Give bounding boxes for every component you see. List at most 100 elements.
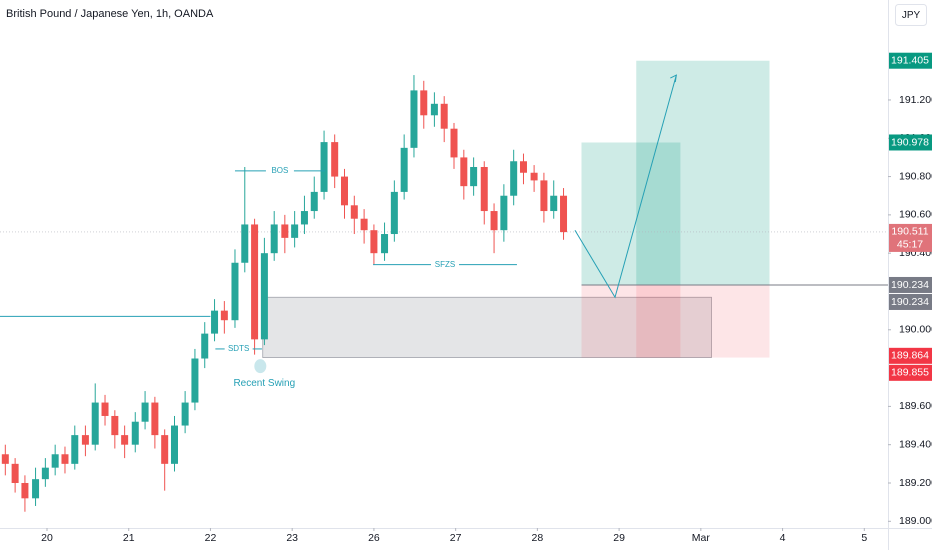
y-tick-label: 189.400 — [899, 438, 932, 450]
candle-body — [320, 142, 328, 192]
candle-body — [340, 176, 348, 206]
stop-zone — [581, 284, 681, 358]
price-label: 190.234 — [891, 279, 929, 291]
candle-body — [161, 435, 169, 464]
candle-body — [519, 161, 527, 173]
currency-box[interactable] — [895, 4, 927, 26]
candle-body — [111, 415, 119, 436]
swing-label: Recent Swing — [233, 378, 295, 389]
y-tick-label: 190.000 — [899, 324, 932, 336]
candle-body — [400, 147, 408, 192]
candle-body — [11, 463, 19, 483]
projection-arrowhead — [670, 74, 677, 83]
annotation-label: SFZS — [435, 260, 455, 269]
candle-body — [500, 195, 508, 231]
candle-body — [51, 454, 59, 468]
price-label: 191.405 — [891, 54, 929, 66]
price-label: 190.511 — [891, 226, 928, 238]
candle-body — [91, 402, 99, 445]
candle-body — [1, 454, 9, 464]
price-label-box — [889, 134, 932, 151]
candle-body — [231, 262, 239, 321]
x-tick-label: 26 — [368, 532, 380, 544]
candle-body — [410, 90, 418, 148]
candle-body — [251, 224, 259, 340]
x-tick-label: 5 — [861, 532, 867, 544]
candle-body — [390, 191, 398, 235]
swing-marker — [254, 359, 267, 374]
candle-body — [381, 234, 389, 254]
candle-body — [141, 402, 149, 422]
profit-zone — [636, 60, 770, 285]
x-tick-label: 29 — [613, 532, 625, 544]
candle-body — [310, 191, 318, 212]
candle-body — [360, 218, 368, 231]
countdown: 45:17 — [897, 239, 923, 251]
y-tick-label: 189.600 — [899, 400, 932, 412]
stop-zone — [636, 284, 770, 358]
x-tick-label: 20 — [41, 532, 53, 544]
candle-body — [191, 358, 199, 403]
y-tick-label: 190.800 — [899, 170, 932, 182]
candle-body — [21, 482, 29, 499]
candle-body — [550, 195, 558, 212]
currency[interactable]: JPY — [902, 10, 921, 21]
y-tick-label: 189.200 — [899, 477, 932, 489]
candle-body — [420, 90, 428, 116]
candle-body — [350, 205, 358, 219]
candle-body — [181, 402, 189, 426]
candle-body — [560, 195, 568, 233]
candle-body — [71, 435, 79, 464]
y-tick-label: 190.600 — [899, 209, 932, 221]
candle-body — [300, 211, 308, 225]
projection-path — [574, 74, 677, 299]
price-label: 190.978 — [891, 136, 929, 148]
candle-body — [101, 402, 109, 416]
y-tick-label: 191.200 — [899, 94, 932, 106]
candle-body — [430, 103, 438, 116]
candle-body — [241, 224, 249, 263]
candle-body — [32, 479, 40, 499]
x-tick-label: 28 — [532, 532, 544, 544]
candle-body — [211, 310, 219, 334]
price-label-box — [889, 364, 932, 381]
x-tick-label: 27 — [450, 532, 462, 544]
candle-body — [270, 224, 278, 254]
candle-body — [170, 425, 178, 464]
y-tick-label: 189.000 — [899, 515, 932, 527]
candle-body — [81, 435, 89, 445]
candle-body — [440, 103, 448, 129]
candle-body — [121, 435, 129, 445]
price-label: 190.234 — [891, 296, 929, 308]
candle-body — [291, 224, 299, 238]
candle-body — [131, 421, 139, 445]
x-tick-label: Mar — [692, 532, 711, 544]
candle-body — [331, 142, 339, 177]
price-label-box — [889, 223, 932, 252]
x-tick-label: 22 — [205, 532, 217, 544]
candle-body — [470, 166, 478, 187]
candle-body — [201, 333, 209, 359]
x-tick-label: 21 — [123, 532, 135, 544]
candle-body — [61, 454, 69, 464]
candle-body — [281, 224, 289, 238]
candle-body — [510, 161, 518, 196]
zone — [262, 296, 712, 358]
candle-body — [460, 157, 468, 187]
annotation-label: SDTS — [228, 344, 249, 353]
price-label-box — [889, 276, 932, 293]
candle-body — [490, 211, 498, 231]
candle-body — [540, 180, 548, 212]
price-label-box — [889, 293, 932, 310]
x-tick-label: 23 — [286, 532, 298, 544]
candle-body — [480, 166, 488, 212]
price-label: 189.855 — [891, 367, 929, 379]
annotation-label: BOS — [271, 166, 288, 175]
profit-zone — [581, 142, 681, 285]
candle-body — [260, 253, 268, 340]
candle-body — [370, 230, 378, 254]
candle-body — [41, 467, 49, 480]
candle-body — [151, 402, 159, 436]
